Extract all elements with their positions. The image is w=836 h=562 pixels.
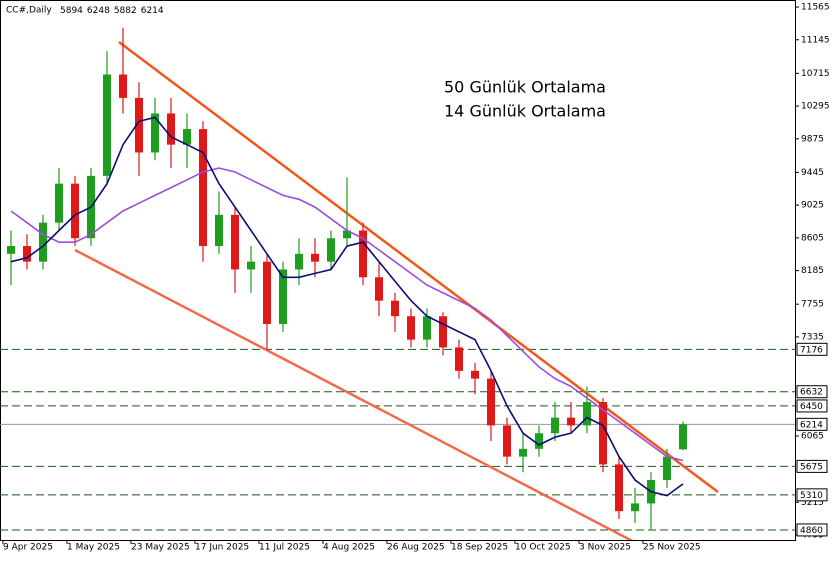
candle-body — [295, 253, 303, 270]
ohlc-value: 5882 — [114, 6, 137, 16]
level-label: 5310 — [800, 491, 823, 501]
candle-body — [167, 113, 175, 145]
moving-average — [10, 167, 684, 462]
candle-body — [343, 230, 351, 239]
legend-entry: 14 Günlük Ortalama — [444, 102, 606, 121]
legend-entry: 50 Günlük Ortalama — [444, 78, 606, 97]
y-tick-label: 9875 — [801, 134, 824, 144]
candle-body — [7, 246, 15, 254]
level-label: 6214 — [800, 420, 823, 430]
ohlc-value: 6248 — [87, 6, 110, 16]
candle-body — [279, 269, 287, 325]
candle-body — [119, 74, 127, 98]
y-tick-label: 9025 — [801, 201, 824, 211]
x-tick-label: 4 Aug 2025 — [323, 543, 375, 553]
candle-body — [391, 300, 399, 317]
chart-title: CC#,Daily — [6, 6, 52, 16]
candle-body — [519, 448, 527, 457]
candle-body — [311, 253, 319, 262]
candle-body — [247, 261, 255, 270]
level-label: 6450 — [800, 402, 823, 412]
candle-body — [151, 113, 159, 153]
candle-body — [215, 214, 223, 247]
ohlc-value: 6214 — [141, 6, 164, 16]
y-tick-label: 10715 — [801, 69, 830, 79]
header-ohlc: 5894 6248 5882 6214 — [60, 6, 164, 16]
y-tick-label: 7335 — [801, 332, 824, 342]
candle-body — [663, 456, 671, 481]
y-tick-label: 6065 — [801, 431, 824, 441]
candle-body — [503, 425, 511, 457]
candle-body — [631, 503, 639, 512]
level-label: 6632 — [800, 388, 823, 398]
y-tick-label: 8605 — [801, 233, 824, 243]
trend-lines — [74, 41, 719, 540]
candle-body — [567, 417, 575, 426]
level-box — [796, 459, 828, 473]
x-tick-label: 18 Sep 2025 — [451, 543, 508, 553]
y-tick-label: 7755 — [801, 300, 824, 310]
level-label: 7176 — [800, 345, 823, 355]
x-tick-label: 17 Jun 2025 — [195, 543, 249, 553]
candle-body — [551, 417, 559, 434]
candle-body — [71, 183, 79, 239]
candle-body — [679, 424, 687, 450]
x-tick-label: 9 Apr 2025 — [3, 543, 53, 553]
trend-line — [118, 41, 719, 493]
x-tick-label: 11 Jul 2025 — [259, 543, 310, 553]
x-tick-label: 3 Nov 2025 — [579, 543, 631, 553]
level-box — [796, 488, 828, 502]
y-tick-label: 10295 — [801, 102, 830, 112]
y-tick-label: 5215 — [801, 498, 824, 508]
y-tick-label: 11565 — [801, 3, 830, 13]
moving-average — [10, 116, 684, 497]
candle-body — [263, 261, 271, 325]
candle-body — [423, 316, 431, 340]
candle-body — [199, 129, 207, 247]
level-box — [796, 399, 828, 413]
ohlc-value: 5894 — [60, 6, 83, 16]
candle-body — [599, 402, 607, 465]
candle-body — [439, 316, 447, 348]
y-tick-label: 9445 — [801, 168, 824, 178]
candle-body — [535, 433, 543, 449]
candle-body — [407, 316, 415, 340]
candle-body — [103, 74, 111, 176]
level-box — [796, 417, 828, 431]
level-box — [796, 385, 828, 399]
y-tick-label: 8185 — [801, 266, 824, 276]
level-box — [796, 523, 828, 537]
candle-body — [23, 246, 31, 262]
candle-body — [471, 370, 479, 379]
candle-body — [231, 214, 239, 270]
x-tick-label: 26 Aug 2025 — [387, 543, 445, 553]
candle-body — [39, 222, 47, 262]
candle-body — [359, 230, 367, 278]
candle-body — [455, 347, 463, 371]
level-label: 5675 — [800, 462, 823, 472]
x-tick-label: 1 May 2025 — [67, 543, 120, 553]
y-tick-label: 11145 — [801, 35, 830, 45]
candle-body — [583, 402, 591, 426]
x-tick-label: 23 May 2025 — [131, 543, 190, 553]
candle-body — [55, 183, 63, 223]
x-tick-label: 25 Nov 2025 — [643, 543, 701, 553]
candle-body — [615, 464, 623, 512]
candle-body — [135, 97, 143, 153]
candle-body — [375, 277, 383, 301]
level-label: 4860 — [800, 526, 823, 536]
candle-body — [487, 378, 495, 426]
trend-line — [74, 248, 634, 540]
x-tick-label: 10 Oct 2025 — [515, 543, 571, 553]
level-box — [796, 342, 828, 356]
candle-body — [327, 238, 335, 262]
candle-body — [183, 129, 191, 145]
